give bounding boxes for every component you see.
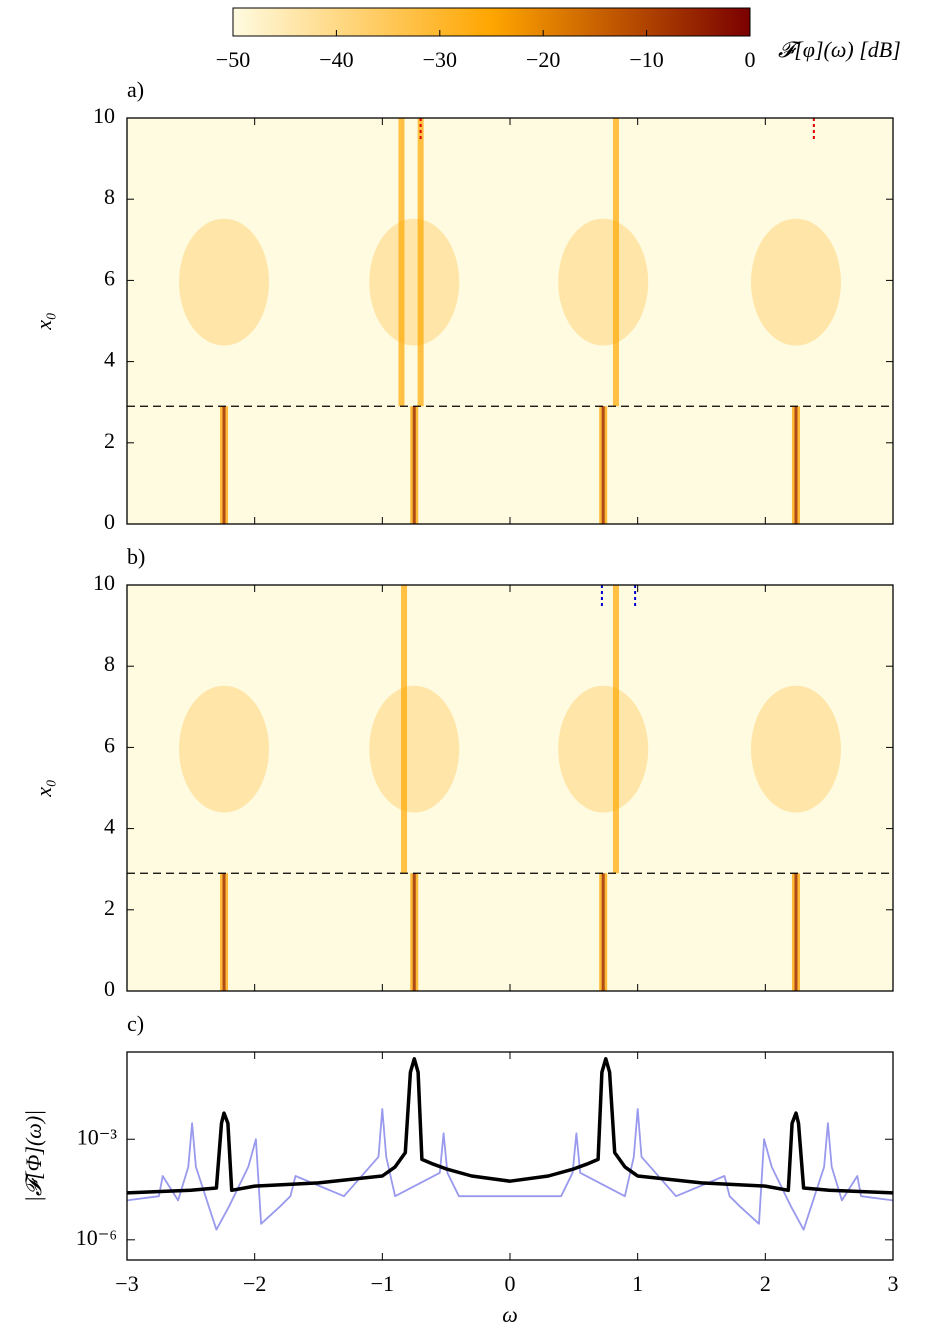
y-tick-label: 10⁻⁶: [76, 1225, 117, 1250]
ridge-halo: [558, 218, 649, 346]
colorbar-tick-label: −50: [216, 47, 250, 72]
upper-ridge: [417, 118, 424, 407]
ridge-halo: [750, 218, 841, 346]
y-tick-label: 8: [104, 651, 115, 676]
upper-ridge: [398, 118, 405, 407]
panel-label: c): [127, 1011, 144, 1036]
ridge-halo: [558, 685, 649, 813]
y-axis-label: |𝓕[Φ](ω)|: [21, 1110, 46, 1202]
ridge-halo: [179, 218, 270, 346]
upper-ridge: [612, 585, 619, 874]
lower-ridge-core: [601, 406, 605, 524]
ridge-halo: [750, 685, 841, 813]
colorbar-tick-label: −30: [423, 47, 457, 72]
y-tick-label: 0: [104, 976, 115, 1001]
x-tick-label: −3: [115, 1271, 138, 1296]
y-tick-label: 0: [104, 509, 115, 534]
colorbar-tick-label: −20: [526, 47, 560, 72]
line-series: [126, 1057, 894, 1195]
plot-frame: [126, 584, 894, 992]
colorbar-label: 𝓕[φ](ω) [dB]: [778, 37, 901, 62]
heatmap-background: [127, 118, 893, 524]
x-tick-label: 0: [505, 1271, 516, 1296]
y-tick-label: 10: [93, 570, 115, 595]
x-tick-label: 1: [632, 1271, 643, 1296]
plot-frame: [126, 117, 894, 525]
y-tick-label: 2: [104, 895, 115, 920]
lower-ridge-core: [412, 873, 416, 991]
lower-ridge-core: [222, 873, 226, 991]
colorbar: [232, 7, 751, 37]
x-tick-label: 3: [888, 1271, 899, 1296]
y-tick-label: 4: [104, 814, 115, 839]
line-series: [126, 1108, 894, 1231]
colorbar-tick-label: −40: [319, 47, 353, 72]
x-tick-label: 2: [760, 1271, 771, 1296]
plot-frame: [126, 1051, 894, 1261]
heatmap-features: [179, 585, 841, 991]
y-tick-label: 2: [104, 428, 115, 453]
panel-label: b): [127, 544, 145, 569]
y-axis-label: x₀: [31, 312, 56, 330]
y-tick-label: 6: [104, 265, 115, 290]
lower-ridge-core: [601, 873, 605, 991]
y-tick-label: 4: [104, 347, 115, 372]
lower-ridge-core: [222, 406, 226, 524]
lower-ridge-core: [412, 406, 416, 524]
ridge-halo: [369, 685, 460, 813]
y-tick-label: 10⁻³: [77, 1124, 118, 1149]
ridge-halo: [369, 218, 460, 346]
upper-ridge: [401, 585, 408, 874]
y-axis-label: x₀: [31, 779, 56, 797]
ridge-halo: [179, 685, 270, 813]
y-tick-label: 10: [93, 103, 115, 128]
panel-label: a): [127, 77, 144, 102]
x-axis-label: ω: [502, 1302, 518, 1327]
y-tick-label: 8: [104, 184, 115, 209]
x-tick-label: −2: [243, 1271, 266, 1296]
heatmap-features: [179, 118, 841, 524]
x-tick-label: −1: [371, 1271, 394, 1296]
lower-ridge-core: [794, 406, 798, 524]
colorbar-tick-label: −10: [629, 47, 663, 72]
colorbar-tick-label: 0: [745, 47, 756, 72]
y-tick-label: 6: [104, 732, 115, 757]
heatmap-background: [127, 585, 893, 991]
upper-ridge: [612, 118, 619, 407]
lower-ridge-core: [794, 873, 798, 991]
